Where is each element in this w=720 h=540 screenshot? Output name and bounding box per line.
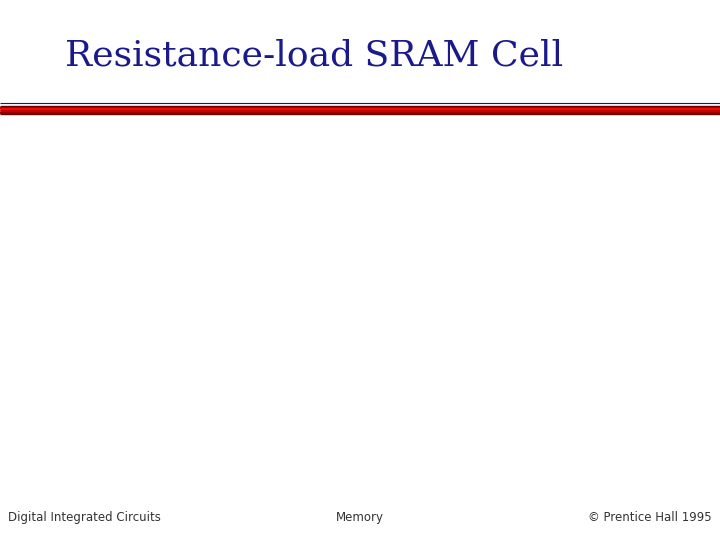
Text: Resistance-load SRAM Cell: Resistance-load SRAM Cell	[65, 38, 563, 72]
Text: Digital Integrated Circuits: Digital Integrated Circuits	[8, 511, 161, 524]
Text: Memory: Memory	[336, 511, 384, 524]
Text: © Prentice Hall 1995: © Prentice Hall 1995	[588, 511, 712, 524]
